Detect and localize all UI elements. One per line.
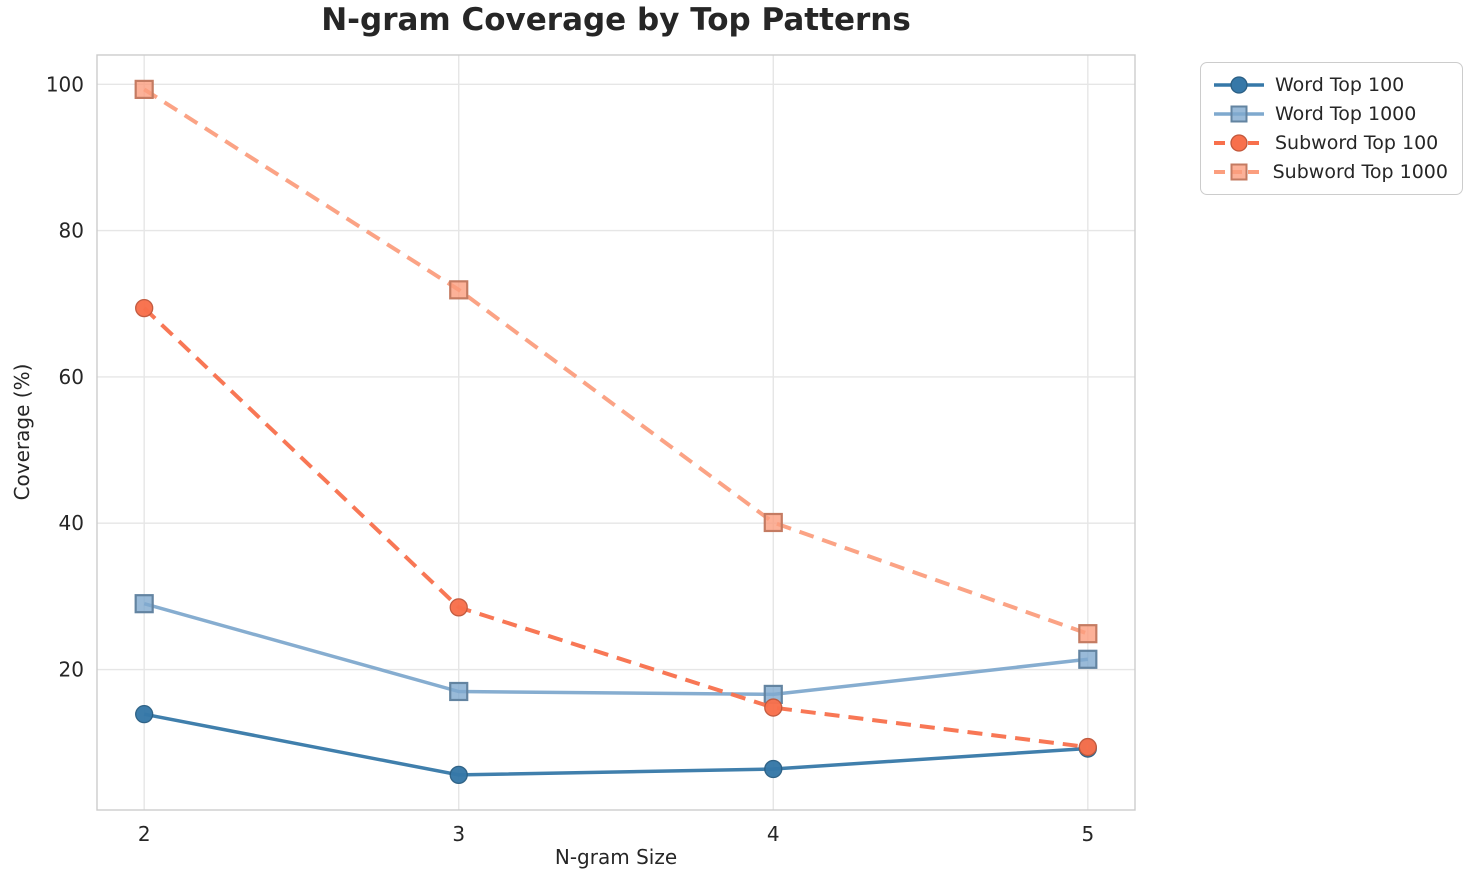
legend-item-word-top-100: Word Top 100 xyxy=(1213,74,1448,96)
legend-label-word-top-100: Word Top 100 xyxy=(1275,74,1405,96)
series-line-subword-top-1000 xyxy=(143,87,1089,636)
y-axis-label: Coverage (%) xyxy=(10,363,34,501)
x-axis-label: N-gram Size xyxy=(554,845,678,869)
legend-sample-word-top-100 xyxy=(1214,76,1264,94)
legend-item-word-top-1000: Word Top 1000 xyxy=(1213,103,1448,125)
y-tick-label: 20 xyxy=(59,658,84,682)
legend-label-word-top-1000: Word Top 1000 xyxy=(1275,103,1417,125)
x-tick-label: 2 xyxy=(138,822,151,846)
data-point-marker-subword-top-100 xyxy=(764,698,783,717)
data-point-marker-subword-top-100 xyxy=(135,298,154,318)
y-tick-label: 60 xyxy=(59,365,84,389)
legend-label-subword-top-100: Subword Top 100 xyxy=(1275,132,1439,154)
x-tick-label: 3 xyxy=(452,822,465,846)
series-line-word-top-100 xyxy=(143,712,1088,777)
legend-label-subword-top-1000: Subword Top 1000 xyxy=(1272,161,1448,183)
x-tick-label: 5 xyxy=(1081,822,1094,846)
data-point-marker-subword-top-1000 xyxy=(134,79,154,99)
legend-marker-word-top-1000 xyxy=(1230,105,1248,123)
y-tick-label: 40 xyxy=(59,511,84,535)
legend-marker-word-top-100 xyxy=(1230,76,1248,94)
data-point-marker-subword-top-1000 xyxy=(763,512,783,533)
legend-sample-subword-top-1000 xyxy=(1214,163,1263,181)
data-point-marker-word-top-1000 xyxy=(1078,649,1098,669)
legend-marker-subword-top-100 xyxy=(1230,134,1248,152)
data-point-marker-subword-top-1000 xyxy=(1078,624,1098,644)
data-point-marker-word-top-100 xyxy=(764,759,783,779)
legend-sample-word-top-1000 xyxy=(1214,105,1264,123)
series-line-word-top-1000 xyxy=(143,602,1088,697)
legend-marker-subword-top-1000 xyxy=(1230,163,1248,181)
data-point-marker-word-top-1000 xyxy=(449,681,469,702)
data-point-marker-subword-top-100 xyxy=(449,598,468,617)
legend-sample-subword-top-100 xyxy=(1214,134,1264,152)
series-line-subword-top-100 xyxy=(142,306,1089,750)
data-point-marker-word-top-100 xyxy=(135,705,154,724)
x-tick-label: 4 xyxy=(767,822,780,846)
data-point-marker-word-top-1000 xyxy=(134,594,154,614)
data-point-marker-subword-top-100 xyxy=(1078,737,1097,757)
chart-title: N-gram Coverage by Top Patterns xyxy=(321,2,911,38)
legend: Word Top 100 Word Top 1000 Subword Top 100… xyxy=(1200,62,1463,195)
data-point-marker-subword-top-1000 xyxy=(449,280,469,300)
y-tick-label: 100 xyxy=(46,72,84,96)
axes-spines xyxy=(96,54,1136,811)
data-point-marker-word-top-100 xyxy=(449,765,468,785)
y-tick-label: 80 xyxy=(59,219,84,243)
legend-item-subword-top-1000: Subword Top 1000 xyxy=(1213,161,1448,183)
legend-item-subword-top-100: Subword Top 100 xyxy=(1213,132,1448,154)
